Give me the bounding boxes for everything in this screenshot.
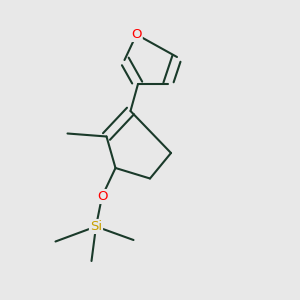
Text: Si: Si <box>90 220 102 233</box>
Text: O: O <box>131 28 142 41</box>
Text: O: O <box>97 190 107 203</box>
